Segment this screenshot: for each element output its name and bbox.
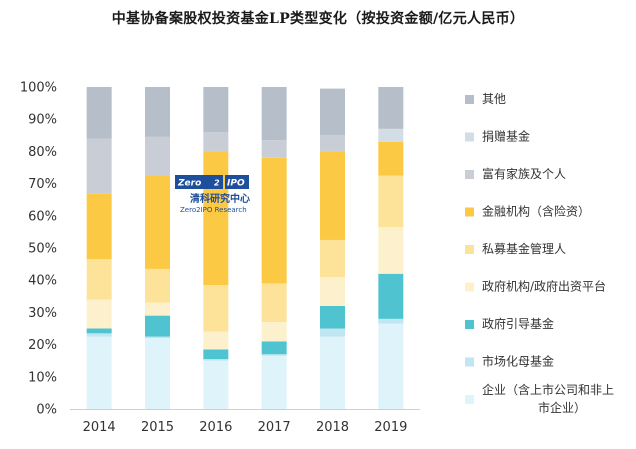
legend-label: 政府机构/政府出资平台 (482, 279, 606, 294)
y-tick-label: 30% (28, 306, 57, 321)
bar-segment (203, 285, 229, 332)
legend-swatch (465, 282, 474, 292)
bar-segment (378, 87, 404, 129)
bar-segment (261, 354, 287, 356)
logo-number-2: 2 (214, 179, 220, 188)
bar-segment (261, 283, 287, 323)
legend-swatch (465, 245, 474, 254)
bar-segment (261, 322, 287, 342)
bar-segment (261, 341, 287, 355)
bar-segment (145, 338, 170, 409)
bar-segment (145, 302, 170, 316)
y-axis: 0% 10% 20% 30% 40% 50% 60% 70% 80% 90% 100% (20, 81, 57, 418)
zero2ipo-watermark-logo: Zero 2 IPO 清科研究中心 Zero2IPO Research (175, 175, 250, 214)
bar-segment (86, 87, 112, 139)
watermark-en-name: Zero2IPO Research (180, 206, 247, 214)
bar-segment (86, 299, 112, 329)
legend-label: 金融机构（含险资） (482, 204, 590, 219)
logo-box-right (225, 175, 249, 189)
watermark-cn-name: 清科研究中心 (190, 192, 250, 205)
x-tick-label: 2014 (83, 420, 116, 435)
bar-segment (261, 157, 287, 284)
bar-segment (145, 136, 170, 176)
y-tick-label: 100% (20, 81, 57, 96)
y-tick-label: 70% (28, 177, 57, 192)
legend-label: 市企业） (538, 400, 586, 415)
bar-segment (261, 87, 287, 141)
bar-segment (378, 141, 404, 176)
bar-segment (203, 151, 229, 286)
logo-text-left: Zero (177, 179, 201, 189)
bar-segment (320, 336, 345, 409)
x-tick-label: 2019 (374, 420, 407, 435)
bar-segment (378, 318, 404, 324)
x-tick-label: 2018 (316, 420, 349, 435)
legend-swatch (465, 170, 474, 179)
legend-label: 其他 (482, 92, 506, 106)
bar-segment (145, 315, 170, 337)
bar-segment (320, 276, 345, 306)
bar-segment (320, 305, 345, 329)
bar-segment (145, 268, 170, 303)
bar-segment (145, 175, 170, 269)
bar-segment (320, 151, 345, 240)
bar-segment (378, 273, 404, 319)
bar-segment (86, 336, 112, 409)
x-tick-label: 2017 (258, 420, 291, 435)
x-tick-label: 2016 (199, 420, 232, 435)
legend-swatch (465, 395, 474, 404)
legend-label: 市场化母基金 (482, 354, 554, 369)
x-axis: 2014 2015 2016 2017 2018 2019 (83, 420, 408, 435)
bar-segment (86, 138, 112, 194)
legend-label: 企业（含上市公司和非上 (482, 382, 614, 397)
bar-segment (203, 359, 229, 361)
plot-area (86, 87, 404, 409)
bar-segment (378, 323, 404, 409)
bar-segment (378, 227, 404, 274)
bar-segment (203, 349, 229, 360)
y-tick-label: 0% (36, 403, 57, 418)
bar-segment (86, 259, 112, 300)
bar-segment (261, 140, 287, 158)
y-tick-label: 50% (28, 242, 57, 257)
bar-segment (320, 328, 345, 337)
legend-swatch (465, 357, 474, 367)
bar-segment (320, 135, 345, 152)
y-tick-label: 10% (28, 370, 57, 385)
bar-segment (320, 88, 345, 136)
legend-swatch (465, 132, 474, 142)
legend-label: 富有家族及个人 (482, 166, 566, 181)
bar-segment (378, 175, 404, 228)
logo-text-right: IPO (227, 179, 245, 189)
y-tick-label: 20% (28, 338, 57, 353)
legend-swatch (465, 207, 474, 217)
chart-title: 中基协备案股权投资基金LP类型变化（按投资金额/亿元人民币） (111, 11, 525, 27)
y-tick-label: 40% (28, 274, 57, 289)
bar-segment (145, 336, 170, 339)
bar-segment (320, 239, 345, 277)
bar-segment (145, 87, 170, 137)
bar-segment (378, 128, 404, 142)
logo-box-left (175, 175, 223, 189)
legend-swatch (465, 95, 474, 104)
bar-segment (86, 193, 112, 260)
bar-segment (203, 132, 229, 152)
bar-segment (203, 360, 229, 409)
bar-segment (86, 328, 112, 334)
bar-segment (261, 355, 287, 409)
y-tick-label: 80% (28, 145, 57, 160)
legend-swatch (465, 320, 474, 329)
y-tick-label: 90% (28, 113, 57, 128)
legend-label: 捐赠基金 (482, 129, 530, 144)
bar-segment (86, 333, 112, 337)
x-tick-label: 2015 (141, 420, 174, 435)
bar-segment (203, 331, 229, 350)
legend-label: 政府引导基金 (482, 316, 554, 331)
y-tick-label: 60% (28, 209, 57, 224)
legend-label: 私募基金管理人 (482, 241, 566, 256)
bar-segment (203, 87, 229, 133)
